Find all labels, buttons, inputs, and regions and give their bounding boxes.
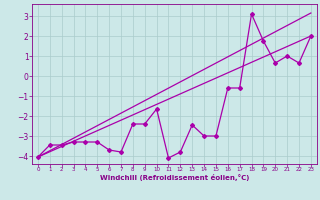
X-axis label: Windchill (Refroidissement éolien,°C): Windchill (Refroidissement éolien,°C) (100, 174, 249, 181)
